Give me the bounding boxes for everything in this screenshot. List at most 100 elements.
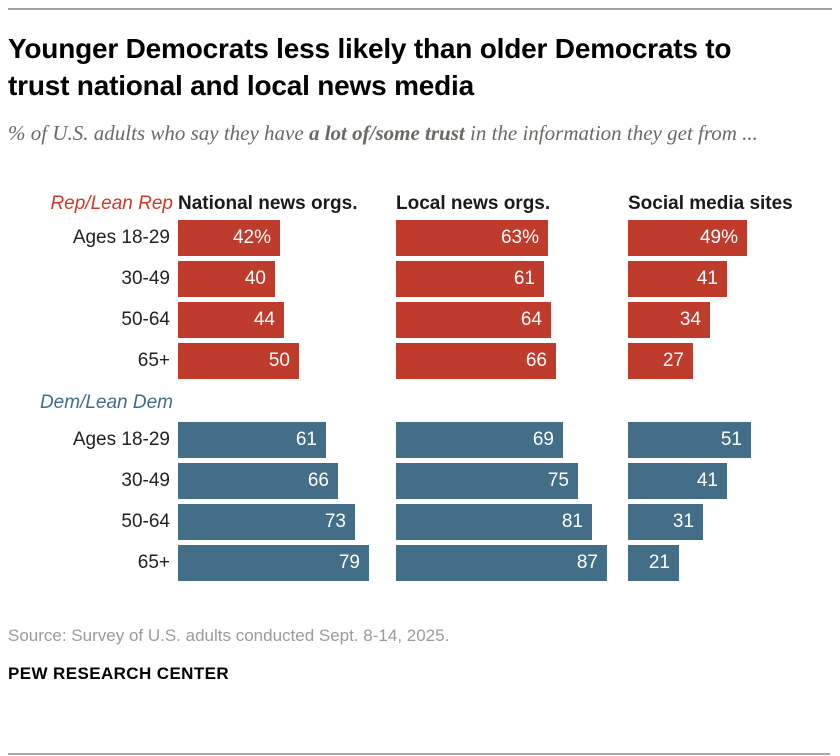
subtitle-suffix: in the information they get from ...	[464, 121, 758, 145]
bar-cell: 64	[396, 302, 628, 338]
bar: 40	[178, 261, 275, 297]
subtitle-prefix: % of U.S. adults who say they have	[8, 121, 309, 145]
bar-cell: 87	[396, 545, 628, 581]
bar-cell: 75	[396, 463, 628, 499]
age-label: 50-64	[121, 309, 170, 330]
bar-value-label: 40	[244, 268, 266, 289]
bar: 42%	[178, 220, 280, 256]
column-header-local: Local news orgs.	[396, 193, 551, 214]
bar-cell: 66	[178, 463, 396, 499]
chart-row: 50-64 73 81 31	[8, 504, 832, 540]
bar-cell: 66	[396, 343, 628, 379]
bar-value-label: 31	[672, 511, 694, 532]
bar-value-label: 79	[338, 552, 360, 573]
bar-cell: 44	[178, 302, 396, 338]
age-label: 65+	[137, 552, 170, 573]
bar: 51	[628, 422, 751, 458]
age-label: Ages 18-29	[72, 429, 170, 450]
bar: 34	[628, 302, 710, 338]
chart-row: 30-49 40 61 41	[8, 261, 832, 297]
bar-value-label: 41	[696, 268, 718, 289]
column-header-social: Social media sites	[628, 193, 793, 214]
bar: 61	[178, 422, 326, 458]
column-header-national: National news orgs.	[178, 193, 358, 214]
bar-cell: 27	[628, 343, 832, 379]
bar-value-label: 66	[307, 470, 329, 491]
bar: 50	[178, 343, 299, 379]
bar-cell: 21	[628, 545, 832, 581]
dem-rows: Ages 18-29 61 69 51 30-49 66 75 41 50-64 73 81 31 65…	[8, 422, 832, 581]
dem-label-row: Dem/Lean Dem	[8, 389, 832, 417]
bar: 49%	[628, 220, 747, 256]
bar-value-label: 41	[696, 470, 718, 491]
chart-row: 50-64 44 64 34	[8, 302, 832, 338]
bar-cell: 41	[628, 463, 832, 499]
bar-value-label: 42%	[232, 227, 271, 248]
bar-value-label: 69	[532, 429, 554, 450]
age-label: Ages 18-29	[72, 227, 170, 248]
bar-value-label: 21	[648, 552, 670, 573]
bar-value-label: 27	[662, 350, 684, 371]
bar: 66	[178, 463, 338, 499]
bar-value-label: 49%	[699, 227, 738, 248]
age-label: 65+	[137, 350, 170, 371]
bar: 69	[396, 422, 563, 458]
bottom-divider	[8, 753, 830, 755]
bar-cell: 42%	[178, 220, 396, 256]
bar-cell: 61	[178, 422, 396, 458]
bar-cell: 69	[396, 422, 628, 458]
bar: 63%	[396, 220, 548, 256]
bar: 31	[628, 504, 703, 540]
bar-cell: 31	[628, 504, 832, 540]
chart-row: Ages 18-29 61 69 51	[8, 422, 832, 458]
age-label: 50-64	[121, 511, 170, 532]
bar: 87	[396, 545, 607, 581]
bar-value-label: 51	[720, 429, 742, 450]
top-divider	[8, 8, 832, 10]
subtitle-bold-phrase: a lot of/some trust	[308, 121, 465, 145]
bar-cell: 41	[628, 261, 832, 297]
bar-cell: 51	[628, 422, 832, 458]
bar: 64	[396, 302, 551, 338]
bar-value-label: 44	[253, 309, 275, 330]
bar-value-label: 75	[547, 470, 569, 491]
bar: 41	[628, 463, 727, 499]
bar: 66	[396, 343, 556, 379]
bar-value-label: 81	[561, 511, 583, 532]
bar-cell: 79	[178, 545, 396, 581]
bar: 61	[396, 261, 544, 297]
bar-value-label: 50	[268, 350, 290, 371]
group-label-rep: Rep/Lean Rep	[50, 193, 173, 214]
bar-value-label: 63%	[500, 227, 539, 248]
bar: 73	[178, 504, 355, 540]
bar: 44	[178, 302, 284, 338]
bar-value-label: 87	[576, 552, 598, 573]
bar: 21	[628, 545, 679, 581]
bar-value-label: 73	[324, 511, 346, 532]
bar-value-label: 61	[295, 429, 317, 450]
bar: 75	[396, 463, 578, 499]
chart-row: Ages 18-29 42% 63% 49%	[8, 220, 832, 256]
chart-header-row: Rep/Lean Rep National news orgs. Local n…	[8, 187, 832, 215]
bar: 81	[396, 504, 592, 540]
bar: 79	[178, 545, 369, 581]
bar-value-label: 64	[520, 309, 542, 330]
bar-cell: 63%	[396, 220, 628, 256]
rep-rows: Ages 18-29 42% 63% 49% 30-49 40 61 41 50-64 44 64 3…	[8, 220, 832, 379]
bar-cell: 49%	[628, 220, 832, 256]
source-note: Source: Survey of U.S. adults conducted …	[8, 626, 450, 645]
bar-chart: Rep/Lean Rep National news orgs. Local n…	[8, 187, 832, 581]
bar-value-label: 61	[513, 268, 535, 289]
chart-row: 30-49 66 75 41	[8, 463, 832, 499]
bar: 27	[628, 343, 693, 379]
bar-cell: 34	[628, 302, 832, 338]
page-title: Younger Democrats less likely than older…	[8, 33, 732, 101]
bar-cell: 50	[178, 343, 396, 379]
brand-footer: PEW RESEARCH CENTER	[8, 664, 230, 683]
age-label: 30-49	[121, 268, 170, 289]
bar-cell: 61	[396, 261, 628, 297]
chart-row: 65+ 50 66 27	[8, 343, 832, 379]
group-label-dem: Dem/Lean Dem	[39, 392, 173, 413]
bar-cell: 81	[396, 504, 628, 540]
bar-cell: 40	[178, 261, 396, 297]
